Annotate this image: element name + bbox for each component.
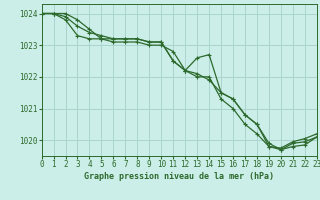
X-axis label: Graphe pression niveau de la mer (hPa): Graphe pression niveau de la mer (hPa) — [84, 172, 274, 181]
